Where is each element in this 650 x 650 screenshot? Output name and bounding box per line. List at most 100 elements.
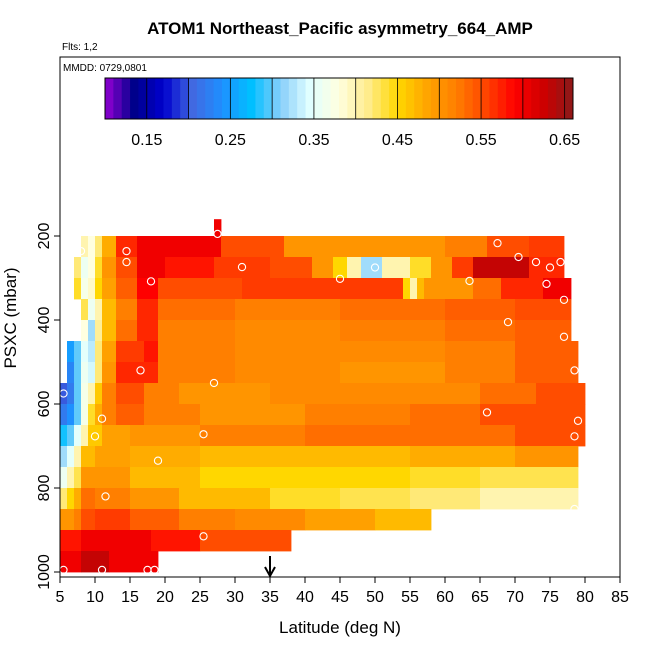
colorbar-swatch	[297, 78, 307, 119]
heatmap-cell	[88, 278, 96, 300]
heatmap-cell	[102, 425, 131, 447]
observation-point	[559, 295, 569, 304]
heatmap-cell	[81, 509, 96, 531]
colorbar-swatch	[380, 78, 390, 119]
heatmap-cell	[473, 278, 502, 300]
heatmap-cell	[179, 509, 236, 531]
colorbar-swatch	[547, 78, 557, 119]
heatmap-cell	[312, 257, 334, 279]
heatmap-cell	[515, 446, 579, 468]
colorbar-swatch	[472, 78, 482, 119]
colorbar-swatch	[247, 78, 256, 119]
heatmap-cell	[242, 278, 306, 300]
heatmap-cell	[501, 278, 544, 300]
heatmap-cell	[116, 278, 138, 300]
colorbar-swatch	[205, 78, 215, 119]
heatmap-cell	[67, 467, 75, 489]
heatmap-cell	[305, 467, 411, 489]
observation-point	[559, 332, 569, 341]
heatmap-cell	[74, 467, 82, 489]
heatmap-cell	[95, 509, 131, 531]
heatmap-cell	[158, 299, 236, 321]
x-tick-label: 80	[576, 589, 594, 606]
observation-point	[570, 432, 579, 441]
observation-point	[76, 246, 86, 256]
colorbar-swatch	[313, 78, 323, 119]
heatmap-cell	[480, 383, 537, 405]
x-tick-label: 35	[261, 589, 279, 606]
heatmap-cell	[158, 341, 236, 363]
observation-point	[146, 277, 156, 286]
heatmap-cell	[235, 320, 341, 342]
heatmap-cell	[74, 446, 82, 468]
observation-point	[573, 416, 583, 425]
heatmap-cell	[410, 278, 418, 300]
heatmap-cell	[410, 467, 481, 489]
y-tick-label: 1000	[36, 554, 53, 590]
heatmap-cell	[403, 278, 411, 300]
heatmap-cell	[424, 278, 474, 300]
heatmap-cell	[102, 278, 117, 300]
observation-point	[531, 257, 541, 267]
flights-annotation: Flts: 1,2	[62, 42, 98, 53]
heatmap-cell	[88, 425, 103, 447]
colorbar-swatch	[522, 78, 532, 119]
heatmap-cell	[137, 257, 166, 279]
observation-point	[570, 504, 579, 514]
observation-point	[101, 492, 110, 501]
colorbar-swatch	[564, 78, 574, 119]
heatmap-cell	[144, 383, 180, 405]
x-tick-label: 55	[401, 589, 419, 606]
colorbar-swatch	[163, 78, 173, 119]
colorbar-tick-label: 0.25	[215, 132, 246, 149]
heatmap-cell	[67, 509, 75, 531]
heatmap-cell	[95, 257, 103, 279]
heatmap-cell	[102, 236, 117, 258]
colorbar-swatch	[222, 78, 231, 119]
heatmap-cell	[235, 362, 341, 384]
heatmap-cell	[235, 341, 341, 363]
heatmap-cell	[340, 320, 446, 342]
colorbar-swatch	[447, 78, 457, 119]
heatmap-cell	[529, 236, 565, 258]
heatmap-cell	[480, 467, 579, 489]
colorbar-swatch	[364, 78, 373, 119]
colorbar-tick-label: 0.55	[466, 132, 497, 149]
heatmap-cell	[144, 362, 159, 384]
colorbar-swatch	[497, 78, 507, 119]
x-axis: 5 10 15 20 25 30 35 40 45 50 55 60 65 70 75 80 85	[56, 577, 629, 606]
heatmap-cell	[473, 257, 530, 279]
heatmap-cell	[375, 509, 432, 531]
colorbar-swatch	[430, 78, 440, 119]
heatmap-cell	[347, 236, 446, 258]
heatmap-cell	[67, 425, 75, 447]
x-tick-label: 70	[506, 589, 524, 606]
heatmap-cell	[515, 320, 572, 342]
heatmap-cell	[515, 341, 579, 363]
heatmap-cell	[81, 299, 89, 321]
y-tick-label: 600	[36, 391, 53, 418]
heatmap-cell	[130, 425, 201, 447]
heatmap-cell	[235, 509, 306, 531]
heatmap-cell	[200, 404, 306, 426]
observation-point	[136, 366, 145, 375]
heatmap-cell	[347, 257, 362, 279]
marker-arrow-head	[264, 566, 276, 579]
heatmap-cell	[543, 278, 572, 300]
observation-point	[542, 279, 551, 289]
observation-point	[209, 378, 219, 388]
colorbar-swatch	[138, 78, 148, 119]
heatmap-cell	[536, 383, 586, 405]
heatmap-cell	[515, 425, 586, 447]
observation-point	[465, 276, 474, 286]
heatmap-cell	[130, 446, 201, 468]
colorbar-swatch	[238, 78, 248, 119]
heatmap-cell	[165, 257, 215, 279]
heatmap-cell	[375, 383, 481, 405]
heatmap-cell	[74, 425, 82, 447]
heatmap-cell	[88, 257, 96, 279]
heatmap-cell	[81, 341, 89, 363]
heatmap-cell	[60, 530, 82, 552]
heatmap-cell	[116, 341, 145, 363]
